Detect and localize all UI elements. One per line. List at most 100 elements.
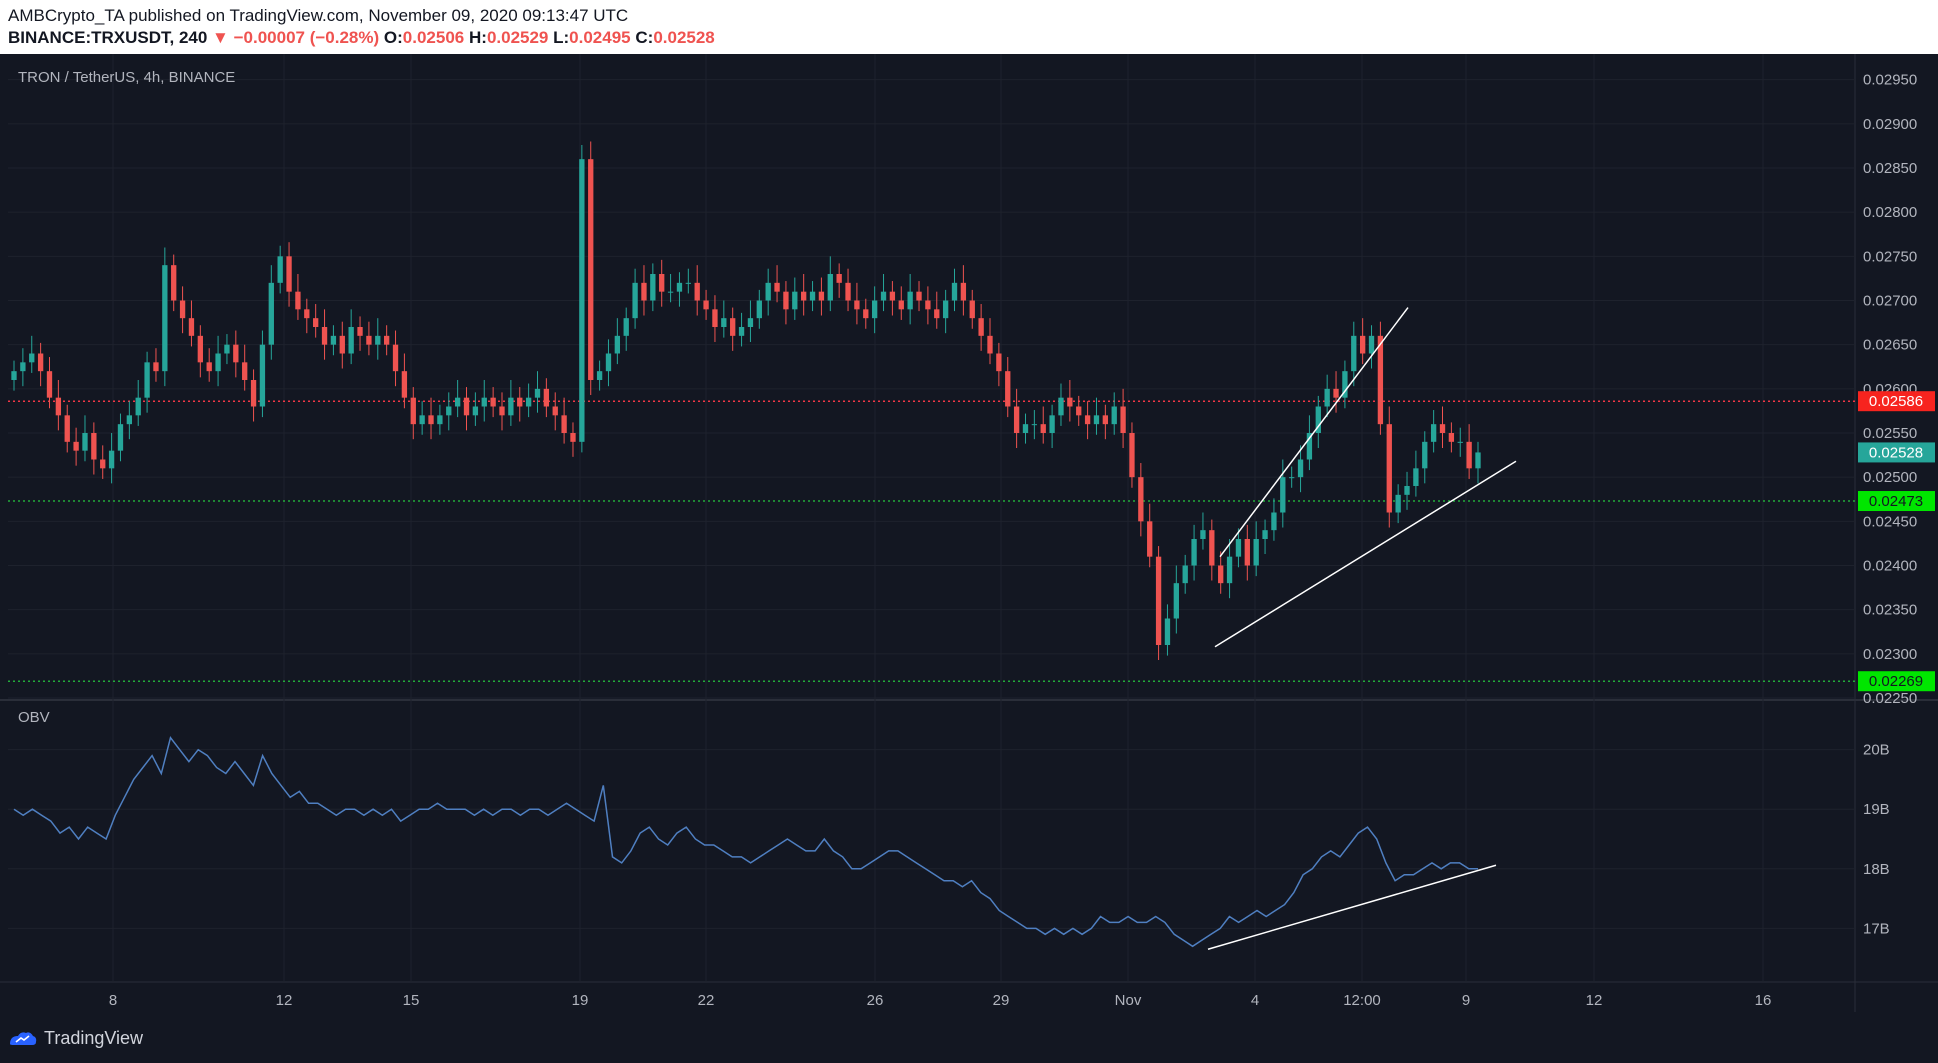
candle-body (596, 371, 603, 380)
y-tick-label: 0.02350 (1863, 602, 1917, 619)
candle-body (1297, 459, 1304, 478)
open-label: O: (383, 28, 403, 47)
candle-body (1058, 397, 1064, 416)
candle-body (1040, 424, 1046, 433)
candle-body (721, 318, 727, 327)
candle-body (1395, 494, 1401, 513)
candle-body (499, 406, 505, 416)
candle-body (951, 282, 958, 301)
candle-body (1155, 556, 1162, 645)
price-badge (1858, 671, 1935, 692)
obv-line (13, 736, 1478, 948)
candle-body (632, 282, 638, 319)
x-tick-label: 15 (403, 992, 420, 1009)
candle-body (259, 344, 266, 407)
candle-body (383, 335, 390, 345)
candle-body (756, 300, 762, 319)
candle-body (1430, 424, 1437, 442)
candle-body (144, 362, 150, 398)
candle-body (472, 406, 479, 416)
tradingview-logo-icon (10, 1031, 37, 1045)
candle-body (366, 335, 372, 345)
x-tick-label: 9 (1462, 992, 1470, 1009)
candle-body (747, 318, 754, 327)
candle-body (419, 415, 425, 425)
candle-body (392, 344, 399, 372)
candle-body (108, 450, 115, 469)
x-tick-label: 19 (572, 992, 589, 1009)
candle-body (1111, 406, 1117, 425)
candle-body (827, 274, 833, 301)
candle-body (1182, 565, 1188, 584)
close-value: 0.02528 (653, 28, 715, 47)
tradingview-brand: TradingView (44, 1028, 144, 1048)
candle-body (1209, 530, 1215, 566)
y-tick-label: 0.02800 (1863, 204, 1917, 221)
wedge-support-line (1214, 460, 1517, 648)
candle-body (126, 415, 133, 425)
candle-body (685, 282, 691, 284)
candle-body (1342, 371, 1348, 398)
candle-body (206, 362, 212, 372)
candle-body (1422, 441, 1428, 469)
candle-body (1306, 433, 1313, 460)
chart-area[interactable]: 8 12 15 19 22 26 29 Nov 4 12:00 9 12 16 0.02950 0.0290… (0, 54, 1938, 1012)
candle-body (1377, 335, 1384, 425)
candle-body (765, 282, 771, 301)
symbol-ohlc-line: BINANCE:TRXUSDT, 240 ▼ −0.00007 (−0.28%)… (8, 28, 715, 48)
y-tick-label: 0.02250 (1863, 690, 1917, 707)
price-badge (1858, 391, 1935, 412)
candle-body (1386, 424, 1392, 513)
candle-body (1022, 424, 1029, 433)
candle-body (162, 265, 168, 372)
candle-body (339, 335, 345, 354)
y-tick-label: 0.02650 (1863, 337, 1917, 354)
candle-body (854, 300, 860, 310)
candle-body (1413, 468, 1419, 486)
low-value: 0.02495 (569, 28, 631, 47)
chart-canvas[interactable]: 8 12 15 19 22 26 29 Nov 4 12:00 9 12 16 0.02950 0.0290… (0, 54, 1938, 1012)
high-value: 0.02529 (486, 28, 549, 47)
candle-body (907, 291, 913, 310)
candle-body (437, 415, 443, 425)
candle-body (215, 353, 221, 372)
candle-body (233, 344, 239, 363)
candle-body (1368, 335, 1375, 354)
candle-body (1102, 415, 1109, 425)
y-tick-label: 0.02850 (1863, 160, 1917, 177)
candle-body (1359, 335, 1366, 354)
candle-body (614, 335, 621, 354)
candle-body (525, 397, 532, 407)
candle-body (694, 282, 700, 301)
candle-body (534, 388, 541, 398)
candle-body (1173, 583, 1179, 619)
candle-body (454, 397, 461, 407)
footer: TradingView (0, 1012, 1938, 1063)
candle-body (996, 353, 1002, 372)
candle-body (1289, 477, 1295, 479)
y-tick-label: 0.02750 (1863, 248, 1917, 265)
candle-body (100, 459, 106, 469)
candle-body (552, 406, 558, 416)
candle-body (818, 291, 825, 301)
candle-body (188, 318, 195, 336)
price-badge (1858, 442, 1935, 463)
candle-body (1475, 452, 1481, 469)
candle-body (978, 318, 984, 336)
candle-body (1138, 477, 1144, 522)
candle-body (1404, 486, 1410, 495)
candle-body (1466, 441, 1472, 469)
candle-body (153, 362, 159, 372)
y-tick-label: 0.02700 (1863, 293, 1917, 310)
candle-body (783, 291, 789, 310)
candle-body (1235, 539, 1242, 557)
candle-body (1457, 441, 1463, 443)
candle-body (171, 265, 177, 301)
candle-body (703, 300, 709, 310)
candle-body (277, 256, 283, 283)
x-tick-label: 29 (993, 992, 1010, 1009)
tradingview-logo[interactable]: TradingView (8, 1028, 143, 1049)
candle-body (579, 159, 585, 442)
y-tick-label: 0.02450 (1863, 513, 1917, 530)
candle-body (871, 300, 878, 319)
